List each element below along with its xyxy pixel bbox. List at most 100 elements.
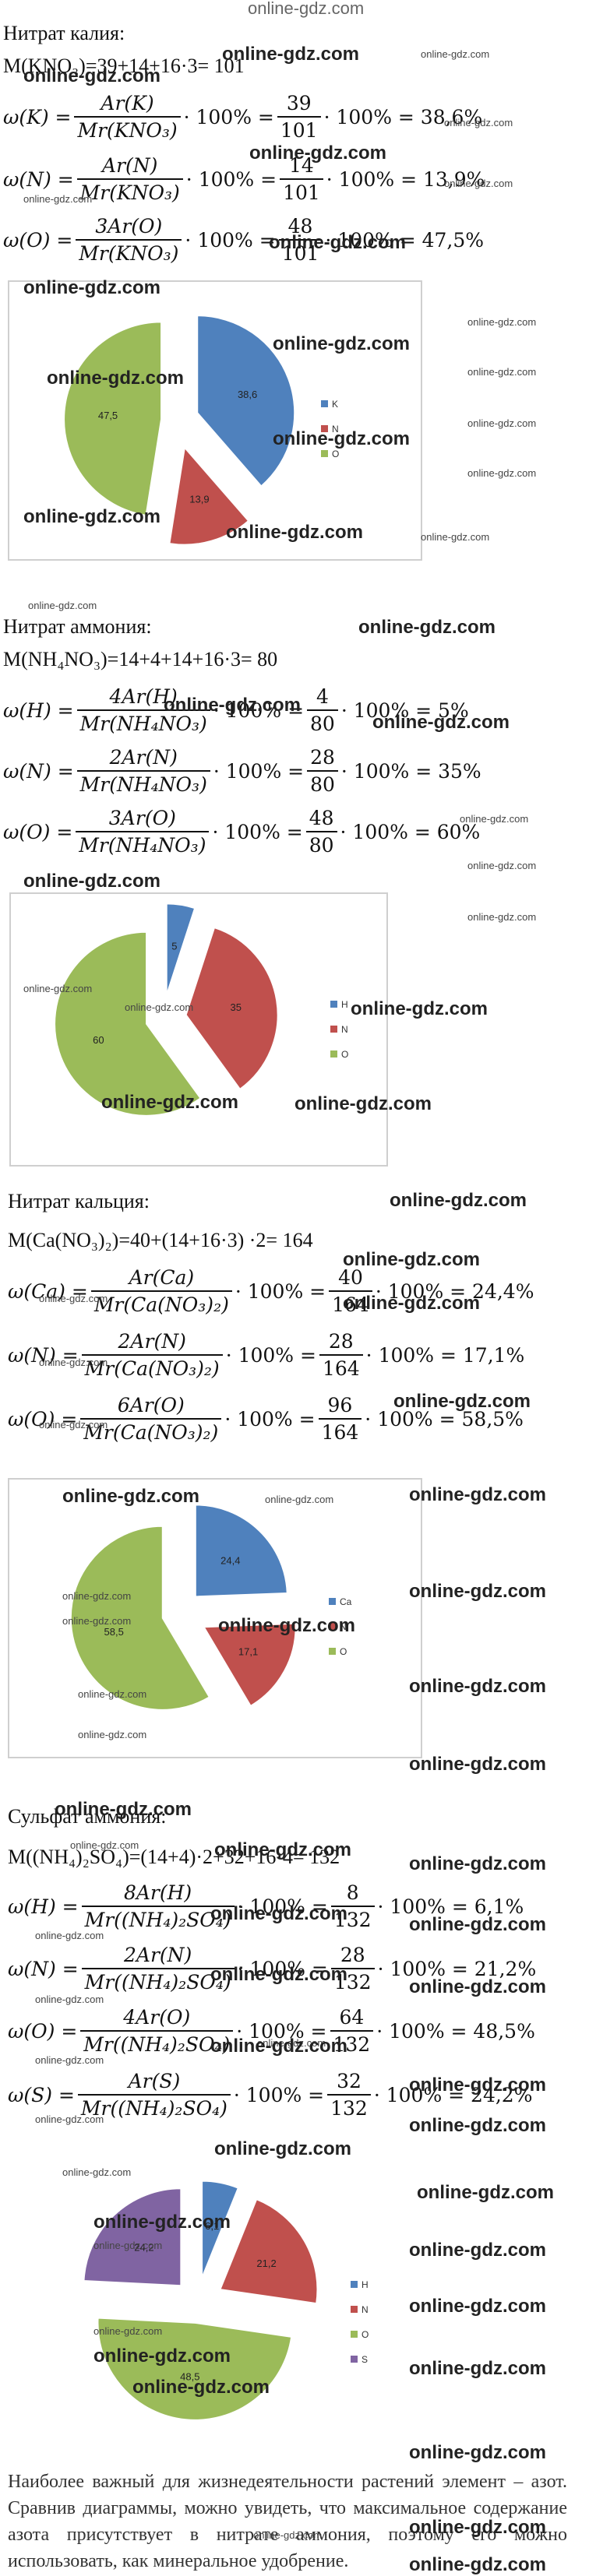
pie-slice-n xyxy=(185,926,279,1091)
watermark-text: online-gdz.com xyxy=(444,117,513,128)
equation-numerator-value: 28 xyxy=(310,746,335,769)
watermark-text: online-gdz.com xyxy=(93,2212,231,2233)
equation-numerator: Ar(K) xyxy=(101,92,154,114)
watermark-text: online-gdz.com xyxy=(23,65,160,86)
watermark-text: online-gdz.com xyxy=(372,712,510,733)
watermark-text: online-gdz.com xyxy=(210,1964,347,1985)
equation-mid: · 100% = xyxy=(213,759,305,783)
equation-numerator: Ar(Ca) xyxy=(129,1266,195,1289)
watermark-text: online-gdz.com xyxy=(444,178,513,189)
pie-slice-h xyxy=(165,903,196,996)
watermark-text: online-gdz.com xyxy=(421,48,490,60)
equation-lhs: ω(K) = xyxy=(3,105,72,128)
watermark-text: online-gdz.com xyxy=(273,428,410,449)
equation-n: ω(N) = Ar(N) Mr(KNO₃) · 100% = 14 101 · 10… xyxy=(3,154,485,204)
equation-denominator: Mr(KNO₃) xyxy=(76,239,182,265)
watermark-text: online-gdz.com xyxy=(467,467,537,479)
equation-numerator-value: 4 xyxy=(316,685,329,708)
watermark-text: online-gdz.com xyxy=(164,695,301,716)
legend-swatch xyxy=(351,2331,358,2338)
pie-data-label: 47,5 xyxy=(98,410,118,421)
equation-lhs: ω(N) = xyxy=(3,167,74,191)
equation-numerator: 3Ar(O) xyxy=(108,807,176,829)
watermark-text: online-gdz.com xyxy=(265,1494,334,1505)
equation-result: · 100% = 47,5% xyxy=(325,228,485,252)
watermark-text: online-gdz.com xyxy=(409,2115,546,2136)
equation-lhs: ω(H) = xyxy=(3,699,74,722)
equation-numerator: 2Ar(N) xyxy=(123,1944,192,1966)
equation-result: · 100% = 5% xyxy=(340,699,469,722)
equation-numerator: 2Ar(N) xyxy=(118,1330,186,1353)
watermark-text: online-gdz.com xyxy=(101,1092,238,1113)
watermark-text: online-gdz.com xyxy=(62,2166,132,2178)
pie-data-label: 60 xyxy=(93,1034,104,1046)
equation-numerator: 4Ar(O) xyxy=(123,2006,191,2029)
equation-n: ω(N) = 2Ar(N) Mr(NH₄NO₃) · 100% = 28 80 · … xyxy=(3,746,481,796)
watermark-text: online-gdz.com xyxy=(460,813,529,825)
equation-denominator: Mr(Ca(NO₃)₂) xyxy=(90,1290,232,1316)
section-title-knitrate: Нитрат калия: xyxy=(3,22,125,44)
watermark-text: online-gdz.com xyxy=(343,1293,480,1314)
watermark-text: online-gdz.com xyxy=(390,1190,527,1211)
watermark-text: online-gdz.com xyxy=(28,600,97,611)
equation-numerator-value: 48 xyxy=(287,215,313,238)
equation-n: ω(N) = 2Ar(N) Mr((NH₄)₂SO₄) · 100% = 28 13… xyxy=(8,1944,536,1994)
legend-swatch xyxy=(330,1050,337,1057)
watermark-text: online-gdz.com xyxy=(55,1799,192,1820)
pie-data-label: 24,2 xyxy=(134,2241,153,2253)
equation-numerator: 6Ar(O) xyxy=(117,1394,185,1416)
legend-swatch xyxy=(329,1623,336,1630)
equation-denominator: Mr(NH₄NO₃) xyxy=(76,709,210,735)
legend-swatch xyxy=(351,2281,358,2288)
watermark-text: online-gdz.com xyxy=(62,1615,132,1627)
watermark-text: online-gdz.com xyxy=(62,1590,132,1602)
watermark-text: online-gdz.com xyxy=(23,277,160,298)
equation-numerator-value: 28 xyxy=(340,1944,365,1966)
pie-chart-knitrate: 38,6 13,9 47,5 K N O xyxy=(8,280,422,561)
site-mark: online-gdz.com xyxy=(248,0,365,18)
equation-denominator: Mr((NH₄)₂SO₄) xyxy=(81,1968,235,1994)
watermark-text: online-gdz.com xyxy=(269,232,406,253)
watermark-text: online-gdz.com xyxy=(253,2529,323,2541)
watermark-text: online-gdz.com xyxy=(210,2036,347,2057)
watermark-text: online-gdz.com xyxy=(132,2377,270,2398)
watermark-text: online-gdz.com xyxy=(35,2113,104,2125)
watermark-text: online-gdz.com xyxy=(23,983,93,994)
equation-ca: ω(Ca) = Ar(Ca) Mr(Ca(NO₃)₂) · 100% = 40 16… xyxy=(8,1266,534,1316)
watermark-text: online-gdz.com xyxy=(214,2138,351,2159)
watermark-text: online-gdz.com xyxy=(93,2325,163,2337)
equation-o: ω(O) = 6Ar(O) Mr(Ca(NO₃)₂) · 100% = 96 164… xyxy=(8,1394,524,1444)
watermark-text: online-gdz.com xyxy=(343,1249,480,1270)
watermark-text: online-gdz.com xyxy=(35,2054,104,2066)
equation-mid: · 100% = xyxy=(224,1407,316,1431)
watermark-text: online-gdz.com xyxy=(39,1419,108,1431)
equation-numerator-value: 32 xyxy=(337,2070,362,2092)
equation-k: ω(K) = Ar(K) Mr(KNO₃) · 100% = 39 101 · 10… xyxy=(3,92,482,142)
equation-numerator-value: 14 xyxy=(289,154,314,177)
equation-denominator-value: 80 xyxy=(305,831,337,857)
equation-result: · 100% = 13,9% xyxy=(326,167,485,191)
watermark-text: online-gdz.com xyxy=(78,1688,147,1700)
watermark-text: online-gdz.com xyxy=(358,617,496,638)
legend-swatch xyxy=(329,1598,336,1605)
pie-slice-s xyxy=(83,2187,182,2287)
pie-chart-svg: 5 35 60 H N O xyxy=(54,903,348,1117)
watermark-text: online-gdz.com xyxy=(409,1853,546,1874)
equation-result: · 100% = 17,1% xyxy=(365,1343,525,1367)
equation-lhs: ω(N) = xyxy=(3,759,74,783)
watermark-text: online-gdz.com xyxy=(62,1486,199,1507)
pie-slice-o xyxy=(54,931,202,1117)
equation-mid: · 100% = xyxy=(237,1957,328,1980)
pie-slice-n xyxy=(202,1622,297,1708)
pie-slice-h xyxy=(201,2180,240,2279)
watermark-text: online-gdz.com xyxy=(417,2182,554,2203)
equation-denominator-value: 132 xyxy=(327,2094,371,2120)
watermark-text: online-gdz.com xyxy=(409,2554,546,2575)
pie-slice-o xyxy=(69,1525,211,1711)
watermark-text: online-gdz.com xyxy=(421,531,490,543)
pie-data-label: 35 xyxy=(230,1001,241,1013)
legend-entry: N xyxy=(362,2304,369,2315)
watermark-text: online-gdz.com xyxy=(409,1581,546,1602)
equation-denominator-value: 80 xyxy=(307,770,338,796)
watermark-text: online-gdz.com xyxy=(351,998,488,1019)
